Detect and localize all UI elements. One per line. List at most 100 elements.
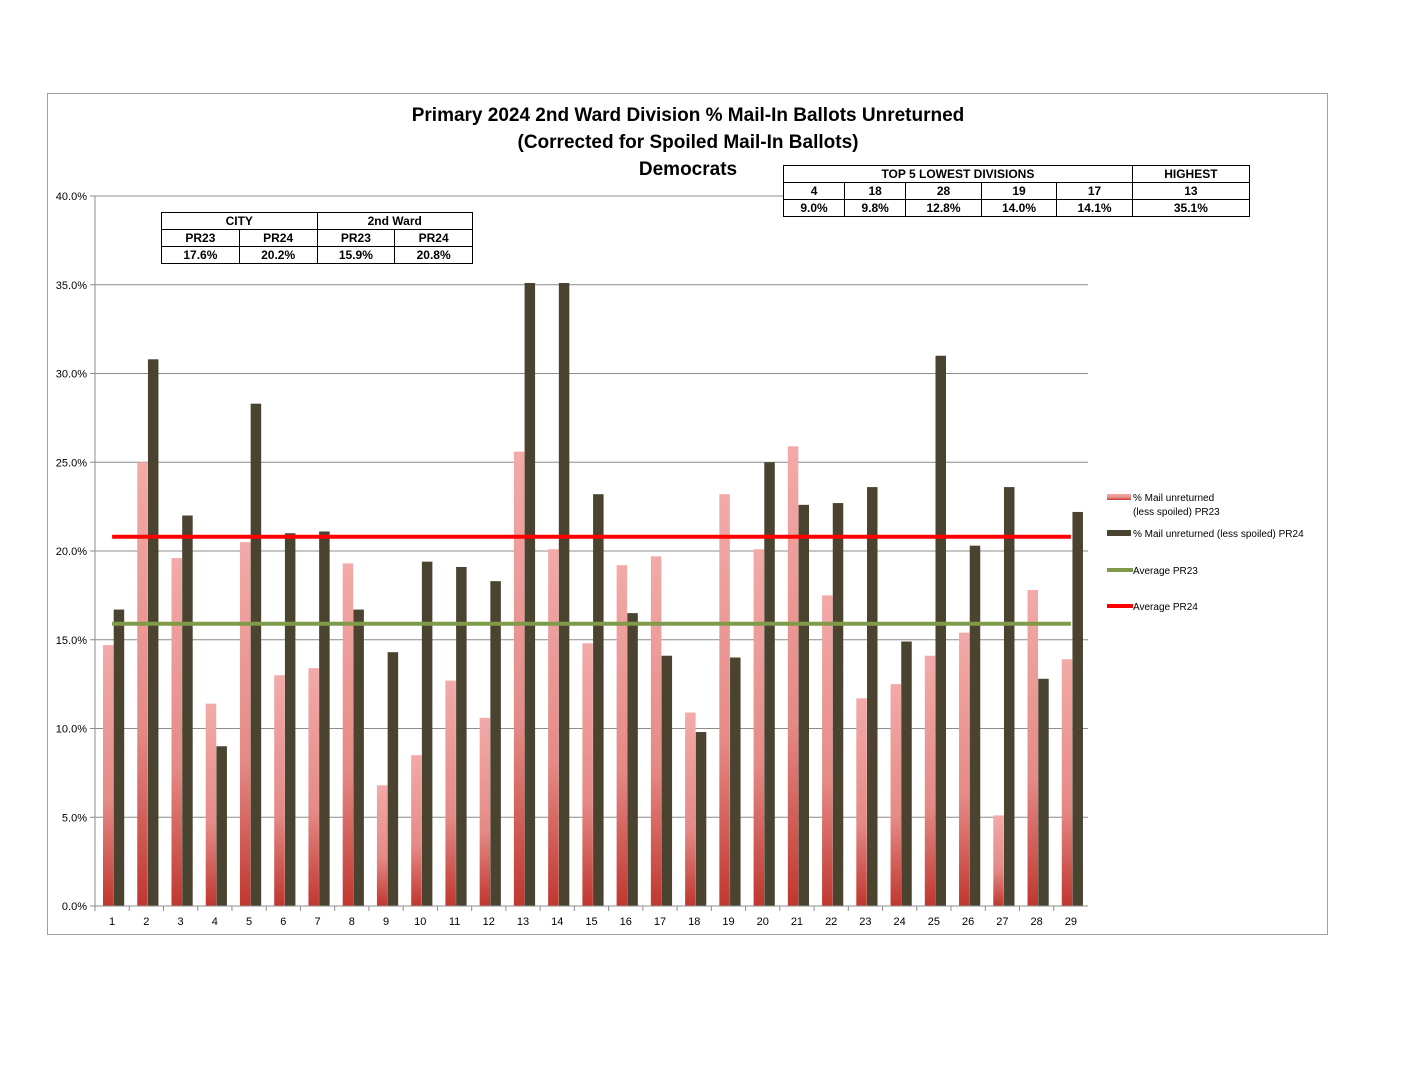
value-cell: 14.1% [1056,199,1133,217]
y-tick-label: 25.0% [56,457,87,469]
bar-pr24 [1003,487,1015,906]
bar-pr24 [387,652,399,906]
bar-pr24 [832,503,844,906]
value-cell: 9.0% [782,199,846,217]
bar-pr24 [695,732,707,906]
x-tick-label: 10 [414,916,426,928]
bar-pr23 [582,643,593,906]
highest-header: HIGHEST [1131,165,1251,183]
bar-pr23 [513,451,525,906]
bar-pr24 [867,487,878,906]
legend-swatch-pr23 [1107,494,1131,500]
y-tick-label: 15.0% [56,635,87,647]
chart-frame [47,93,1328,935]
x-tick-label: 24 [894,916,906,928]
bar-pr23 [753,549,765,906]
division-cell: 18 [844,182,907,200]
bar-pr23 [993,815,1004,906]
bar-pr24 [421,561,433,906]
x-tick-label: 20 [757,916,769,928]
x-tick-label: 27 [996,916,1008,928]
bar-pr23 [411,755,422,906]
bar-pr23 [308,668,319,906]
bar-pr24 [764,462,775,906]
x-tick-label: 17 [654,916,666,928]
bar-pr23 [205,703,217,906]
chart-title-line-2: (Corrected for Spoiled Mail-In Ballots) [517,132,859,153]
bar-pr23 [548,549,559,906]
bar-pr24 [558,282,570,907]
city-header: CITY [161,212,318,230]
bar-pr23 [137,462,148,906]
bar-pr24 [935,355,946,906]
bar-pr23 [822,595,833,906]
ward-header: 2nd Ward [316,212,473,230]
bar-pr24 [319,531,330,906]
bar-pr23 [239,542,251,906]
bar-pr24 [1038,678,1049,906]
bar-pr24 [798,504,810,906]
bar-pr24 [113,609,125,906]
value-cell: 20.2% [238,246,318,264]
legend-label: (less spoiled) PR23 [1133,507,1220,518]
bar-pr23 [1061,659,1073,906]
x-tick-label: 1 [109,916,115,928]
x-tick-label: 15 [585,916,597,928]
y-tick-label: 10.0% [56,724,87,736]
city-ward-table: CITY 2nd Ward PR23 PR24 PR23 PR24 17.6% 20.2%… [161,212,473,264]
x-tick-label: 21 [791,916,803,928]
value-cell: 14.0% [980,199,1058,217]
bar-pr23 [376,785,388,906]
x-tick-label: 28 [1031,916,1043,928]
value-cell: 35.1% [1131,199,1251,217]
bar-pr23 [650,556,662,906]
value-cell: 17.6% [161,246,240,264]
x-tick-label: 29 [1065,916,1077,928]
x-tick-label: 6 [280,916,286,928]
value-cell: 9.8% [844,199,907,217]
subheader: PR24 [394,229,473,247]
x-tick-label: 12 [483,916,495,928]
bar-pr23 [616,565,628,906]
x-tick-label: 25 [928,916,940,928]
x-tick-label: 16 [620,916,632,928]
bar-pr23 [959,632,970,906]
bar-pr24 [627,613,638,906]
division-cell: 19 [980,182,1058,200]
bar-pr24 [524,282,536,907]
x-tick-label: 13 [517,916,529,928]
bar-pr24 [661,655,673,906]
bar-pr24 [593,494,604,906]
bar-pr23 [171,558,182,906]
bar-pr23 [342,563,354,906]
bar-pr24 [216,746,227,906]
bar-pr24 [969,545,981,906]
bar-pr24 [456,566,467,906]
bar-pr23 [890,684,902,906]
x-tick-label: 7 [315,916,321,928]
bar-pr24 [284,533,296,906]
bar-pr23 [856,698,867,906]
x-tick-label: 18 [688,916,700,928]
y-tick-label: 35.0% [56,280,87,292]
bar-pr23 [479,717,491,906]
value-cell: 20.8% [394,246,473,264]
legend-label: % Mail unreturned (less spoiled) PR24 [1133,529,1304,540]
y-tick-label: 20.0% [56,546,87,558]
bar-pr24 [182,515,193,906]
division-cell: 4 [782,182,846,200]
bar-pr23 [719,494,730,906]
division-cell: 17 [1056,182,1133,200]
lowest-header: TOP 5 LOWEST DIVISIONS [783,165,1133,183]
x-tick-label: 2 [143,916,149,928]
x-tick-label: 11 [449,916,460,928]
x-tick-label: 19 [722,916,734,928]
bar-pr24 [901,641,912,906]
legend-label: Average PR24 [1133,602,1198,613]
bar-pr24 [147,359,159,906]
bar-pr24 [250,403,262,906]
chart-title-line-1: Primary 2024 2nd Ward Division % Mail-In… [411,105,965,126]
division-cell: 13 [1131,182,1251,200]
y-tick-label: 5.0% [62,812,87,824]
bar-pr23 [445,680,456,906]
